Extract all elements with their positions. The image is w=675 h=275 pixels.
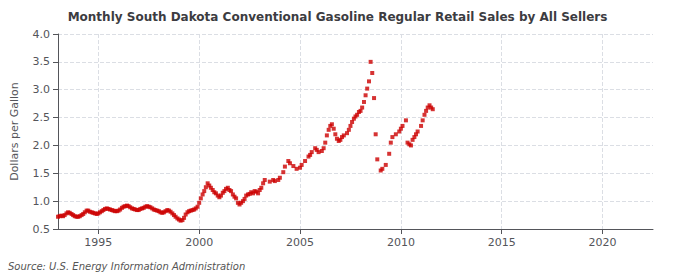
svg-text:4.0: 4.0	[33, 28, 51, 41]
svg-text:1.5: 1.5	[33, 167, 51, 180]
svg-text:2005: 2005	[286, 236, 314, 249]
svg-text:Source: U.S. Energy Informatio: Source: U.S. Energy Information Administ…	[8, 261, 245, 272]
svg-text:Monthly South Dakota Conventio: Monthly South Dakota Conventional Gasoli…	[68, 10, 608, 24]
svg-text:3.5: 3.5	[33, 55, 51, 68]
svg-text:Dollars per Gallon: Dollars per Gallon	[8, 82, 21, 181]
svg-text:1995: 1995	[84, 236, 112, 249]
svg-text:2000: 2000	[185, 236, 213, 249]
svg-text:2010: 2010	[387, 236, 415, 249]
svg-text:1.0: 1.0	[33, 195, 51, 208]
svg-text:0.5: 0.5	[33, 223, 51, 236]
svg-text:2.0: 2.0	[33, 139, 51, 152]
svg-text:2.5: 2.5	[33, 111, 51, 124]
svg-text:3.0: 3.0	[33, 83, 51, 96]
svg-text:2015: 2015	[488, 236, 516, 249]
svg-text:2020: 2020	[589, 236, 617, 249]
